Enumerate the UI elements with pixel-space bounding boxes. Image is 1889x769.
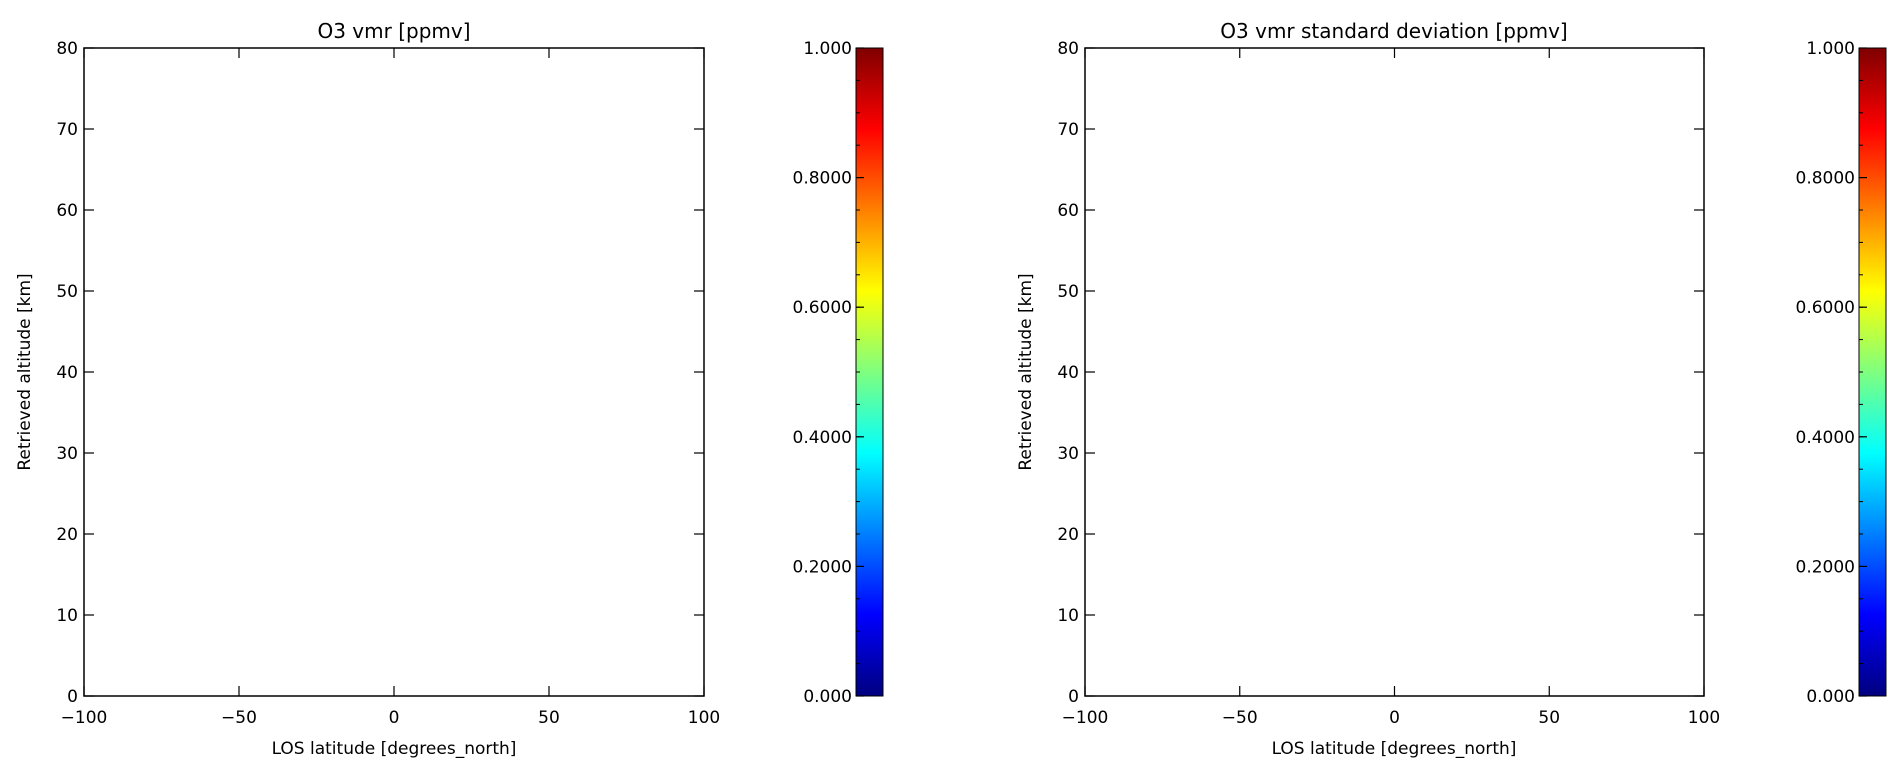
panel-title: O3 vmr standard deviation [ppmv] — [1220, 19, 1567, 43]
colorbar-tick-label: 0.4000 — [1796, 428, 1855, 448]
x-axis-label: LOS latitude [degrees_north] — [272, 739, 517, 759]
plot-area — [83, 47, 705, 697]
y-tick-label: 70 — [56, 120, 78, 140]
y-axis-ticks: 0 10 20 30 40 50 60 70 80 — [1057, 39, 1704, 707]
y-tick-label: 30 — [56, 444, 78, 464]
x-tick-label: −100 — [1062, 708, 1109, 728]
colorbar-tick-label: 0.000 — [1806, 687, 1855, 707]
x-tick-label: 0 — [389, 708, 400, 728]
colorbar-tick-label: 0.6000 — [1796, 298, 1855, 318]
colorbar — [855, 47, 884, 697]
colorbar-tick-label: 0.8000 — [793, 169, 852, 189]
y-tick-label: 10 — [1057, 606, 1079, 626]
x-tick-label: 50 — [1538, 708, 1560, 728]
x-tick-label: 100 — [688, 708, 720, 728]
colorbar-tick-label: 0.2000 — [1796, 557, 1855, 577]
x-tick-label: −50 — [221, 708, 257, 728]
y-tick-label: 0 — [67, 687, 78, 707]
y-axis-label: Retrieved altitude [km] — [15, 273, 35, 470]
colorbar-tick-label: 0.2000 — [793, 557, 852, 577]
y-tick-label: 20 — [56, 525, 78, 545]
colorbar-tick-label: 0.000 — [803, 687, 852, 707]
colorbar-tick-label: 1.000 — [803, 39, 852, 59]
y-tick-label: 70 — [1057, 120, 1079, 140]
y-tick-label: 60 — [56, 201, 78, 221]
panel-title: O3 vmr [ppmv] — [317, 19, 470, 43]
colorbar-tick-label: 0.8000 — [1796, 169, 1855, 189]
x-axis-ticks: −100 −50 0 50 100 — [61, 48, 720, 728]
x-tick-label: 0 — [1389, 708, 1400, 728]
colorbar-ticks: 0.000 0.2000 0.4000 0.6000 0.8000 1.000 — [793, 39, 864, 707]
y-tick-label: 50 — [56, 282, 78, 302]
panel-o3-vmr: O3 vmr [ppmv] −100 −50 0 50 100 0 10 20 30 40 50 6… — [15, 19, 884, 759]
y-tick-label: 40 — [56, 363, 78, 383]
x-axis-label: LOS latitude [degrees_north] — [1272, 739, 1517, 759]
y-tick-label: 30 — [1057, 444, 1079, 464]
y-tick-label: 50 — [1057, 282, 1079, 302]
colorbar — [1858, 47, 1887, 697]
y-axis-ticks: 0 10 20 30 40 50 60 70 80 — [56, 39, 704, 707]
y-tick-label: 20 — [1057, 525, 1079, 545]
x-axis-ticks: −100 −50 0 50 100 — [1062, 48, 1720, 728]
y-tick-label: 60 — [1057, 201, 1079, 221]
y-tick-label: 0 — [1068, 687, 1079, 707]
y-tick-label: 40 — [1057, 363, 1079, 383]
y-axis-label: Retrieved altitude [km] — [1016, 273, 1036, 470]
y-tick-label: 80 — [1057, 39, 1079, 59]
colorbar-tick-label: 1.000 — [1806, 39, 1855, 59]
panel-o3-vmr-std-dev: O3 vmr standard deviation [ppmv] −100 −50… — [1016, 19, 1887, 759]
x-tick-label: −100 — [61, 708, 108, 728]
y-tick-label: 80 — [56, 39, 78, 59]
x-tick-label: −50 — [1222, 708, 1258, 728]
colorbar-ticks: 0.000 0.2000 0.4000 0.6000 0.8000 1.000 — [1796, 39, 1867, 707]
x-tick-label: 100 — [1688, 708, 1720, 728]
plot-area — [1084, 47, 1705, 697]
colorbar-tick-label: 0.4000 — [793, 428, 852, 448]
colorbar-tick-label: 0.6000 — [793, 298, 852, 318]
x-tick-label: 50 — [538, 708, 560, 728]
y-tick-label: 10 — [56, 606, 78, 626]
